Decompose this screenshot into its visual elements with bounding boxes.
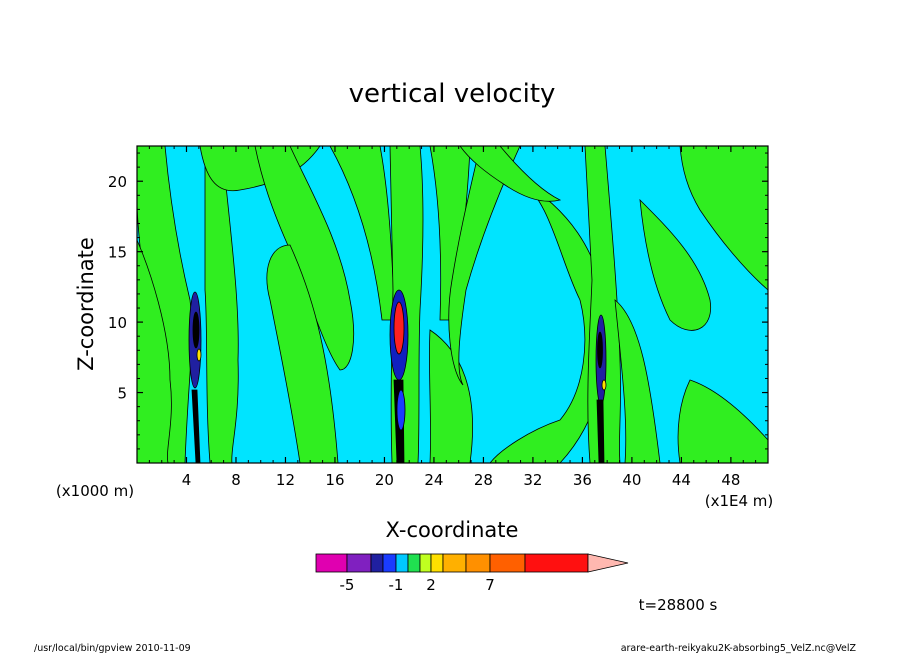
colorbar-extend-arrow (587, 553, 629, 573)
updraft-cores (188, 289, 607, 463)
x-tick-label: 40 (622, 471, 641, 489)
band-right-diag-1 (448, 146, 521, 386)
footer-left: /usr/local/bin/gpview 2010-11-09 (34, 643, 191, 654)
y-tick-label: 20 (108, 173, 127, 191)
y-axis-ticks: 5 10 15 20 (108, 152, 768, 450)
colorbar-swatch (382, 553, 397, 573)
x-unit-label: (x1000 m) (56, 482, 134, 500)
x-tick-label: 32 (523, 471, 542, 489)
band-left-outer (137, 239, 172, 463)
colorbar-tick-label: -1 (389, 576, 404, 594)
colorbar-swatch (395, 553, 409, 573)
x-tick-label: 12 (276, 471, 295, 489)
core-right-inner (597, 331, 603, 369)
footer-right: arare-earth-reikyaku2K-absorbing5_VelZ.n… (621, 643, 857, 654)
band-far-right-lower (677, 379, 768, 463)
x-axis-ticks: 4 8 12 16 20 24 28 32 36 40 44 48 (148, 146, 757, 489)
band-left-of-center (266, 244, 339, 463)
y-axis-label: Z-coordinate (74, 237, 98, 371)
band-mid-left-diag (254, 146, 355, 371)
core-center-blue-low (396, 389, 406, 431)
core-center-red (393, 301, 405, 355)
core-right-streak (596, 399, 605, 463)
x-tick-label: 4 (182, 471, 192, 489)
colorbar-swatch (465, 553, 491, 573)
colorbar-swatch (419, 553, 432, 573)
colorbar-swatch (407, 553, 421, 573)
band-far-right-mid (639, 198, 712, 331)
y-tick-label: 10 (108, 314, 127, 332)
x-tick-label: 16 (325, 471, 344, 489)
colorbar-swatch (489, 553, 526, 573)
x-tick-label: 36 (573, 471, 592, 489)
colorbar-swatch (370, 553, 384, 573)
colorbar-tick-labels: -5 -1 2 7 (340, 576, 495, 594)
colorbar-swatch (442, 553, 467, 573)
y-tick-label: 15 (108, 244, 127, 262)
core-left-yellow (196, 348, 202, 362)
x-tick-label: 44 (672, 471, 691, 489)
band-right-plume (584, 146, 621, 463)
x-tick-label: 8 (231, 471, 241, 489)
band-right-of-plume (614, 299, 661, 463)
x-tick-label: 24 (424, 471, 443, 489)
plot-frame (136, 145, 769, 464)
colorbar-tick-label: 2 (426, 576, 436, 594)
x-scale-label: (x1E4 m) (705, 492, 774, 510)
x-tick-label: 20 (375, 471, 394, 489)
x-tick-label: 48 (721, 471, 740, 489)
core-left-streak (191, 389, 201, 463)
colorbar-tick-label: -5 (340, 576, 355, 594)
colorbar-tick-label: 7 (485, 576, 495, 594)
x-tick-label: 28 (474, 471, 493, 489)
colorbar-swatch (315, 553, 348, 573)
band-left-plume (204, 146, 239, 463)
chart-title: vertical velocity (349, 79, 556, 109)
positive-velocity-bands (137, 146, 768, 463)
time-label: t=28800 s (639, 596, 718, 614)
colorbar (315, 553, 629, 573)
core-left-inner (192, 311, 200, 349)
colorbar-swatch (524, 553, 589, 573)
x-axis-label: X-coordinate (386, 518, 519, 542)
band-far-right-upper (679, 146, 768, 291)
y-tick-label: 5 (117, 385, 127, 403)
band-upper-center-diag (459, 146, 562, 202)
colorbar-swatch (430, 553, 444, 573)
colorbar-swatch (346, 553, 372, 573)
contour-field (137, 146, 768, 463)
core-right-yellow (601, 379, 607, 391)
